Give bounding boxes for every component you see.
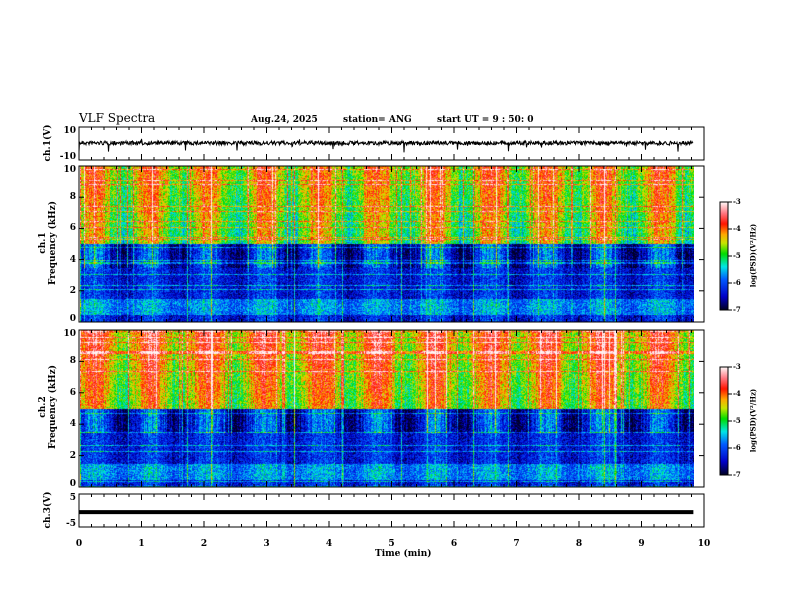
- colorbar-tick-label: -3: [733, 197, 741, 206]
- start-time-label: start UT = 9 : 50: 0: [437, 115, 534, 125]
- colorbar-tick-label: -4: [733, 224, 741, 233]
- x-tick-label: 5: [388, 539, 395, 549]
- ch1-waveform-line: [78, 138, 694, 153]
- ch1-spectrogram-ytick-label: 6: [69, 223, 76, 234]
- ch1-spectrogram-ytick-label: 2: [69, 285, 76, 296]
- x-tick-label: 2: [200, 539, 208, 549]
- frequency-label: Frequency (kHz): [48, 201, 58, 286]
- ch1-freq-ylabel: ch.1 Frequency (kHz): [38, 183, 58, 303]
- ch2-spectrogram-image: [80, 330, 694, 487]
- ch2-spectrogram-ytick-label: 6: [69, 387, 76, 398]
- x-tick-label: 8: [575, 539, 583, 549]
- ch1-ylabel: ch.1(V): [43, 124, 53, 162]
- ch1-spectrogram-ytick-label: 0: [69, 314, 76, 324]
- ch1-spectrogram-frame: [78, 165, 705, 323]
- colorbar-tick-label: -5: [733, 251, 741, 260]
- ch2-spectrogram-frame: [78, 329, 705, 488]
- ch1-spectrogram-image: [80, 166, 694, 322]
- ch2-label: ch.2: [38, 396, 48, 418]
- ch3-ylabel: ch.3(V): [43, 491, 53, 529]
- x-tick-label: 0: [75, 539, 83, 549]
- colorbar-tick-label: -7: [733, 470, 741, 479]
- ch1-waveform-ytick-label: -10: [59, 152, 76, 162]
- colorbar-tick-label: -5: [733, 416, 741, 425]
- ch2-spectrogram-ytick-label: 10: [63, 329, 76, 339]
- x-tick-label: 4: [325, 539, 333, 549]
- x-tick-label: 9: [638, 539, 645, 549]
- ch2-spectrogram-ytick-label: 8: [69, 356, 76, 367]
- x-tick-label: 1: [138, 539, 145, 549]
- figure-title: VLF Spectra: [79, 111, 156, 125]
- ch2-freq-ylabel: ch.2 Frequency (kHz): [38, 347, 58, 467]
- ch1-colorbar: [720, 202, 728, 310]
- colorbar-tick-label: -6: [733, 443, 741, 452]
- colorbar-tick-label: -3: [733, 362, 741, 371]
- colorbar-tick-label: -7: [733, 305, 741, 314]
- ch3-waveform-ytick-label: 5: [69, 493, 76, 503]
- ch3-waveform-ytick-label: -5: [66, 519, 76, 529]
- ch2-spectrogram-ytick-label: 0: [69, 479, 76, 489]
- ch1-spectrogram-ytick-label: 4: [69, 254, 76, 265]
- x-axis-label: Time (min): [375, 549, 432, 559]
- ch1-spectrogram-ytick-label: 10: [63, 165, 76, 175]
- ch1-colorbar-label: log(PSD)(V²/Hz): [748, 223, 758, 288]
- date-label: Aug.24, 2025: [251, 115, 318, 125]
- x-tick-label: 6: [450, 539, 458, 549]
- x-tick-label: 3: [263, 539, 270, 549]
- station-label: station= ANG: [343, 115, 412, 125]
- x-tick-label: 7: [513, 539, 520, 549]
- colorbar-tick-label: -4: [733, 389, 741, 398]
- colorbar-frame: [719, 201, 729, 311]
- x-tick-label: 10: [697, 539, 711, 549]
- ch2-colorbar-label: log(PSD)(V²/Hz): [748, 388, 758, 453]
- colorbar-tick-label: -6: [733, 278, 741, 287]
- ch2-spectrogram-ytick-label: 2: [69, 450, 76, 461]
- colorbar-frame: [719, 366, 729, 476]
- ch1-label: ch.1: [38, 232, 48, 254]
- ch1-spectrogram-ytick-label: 8: [69, 192, 76, 203]
- ch1-waveform-ytick-label: 10: [63, 126, 76, 136]
- ch2-colorbar: [720, 367, 728, 475]
- ch2-spectrogram-ytick-label: 4: [69, 419, 76, 430]
- frequency-label: Frequency (kHz): [48, 365, 58, 450]
